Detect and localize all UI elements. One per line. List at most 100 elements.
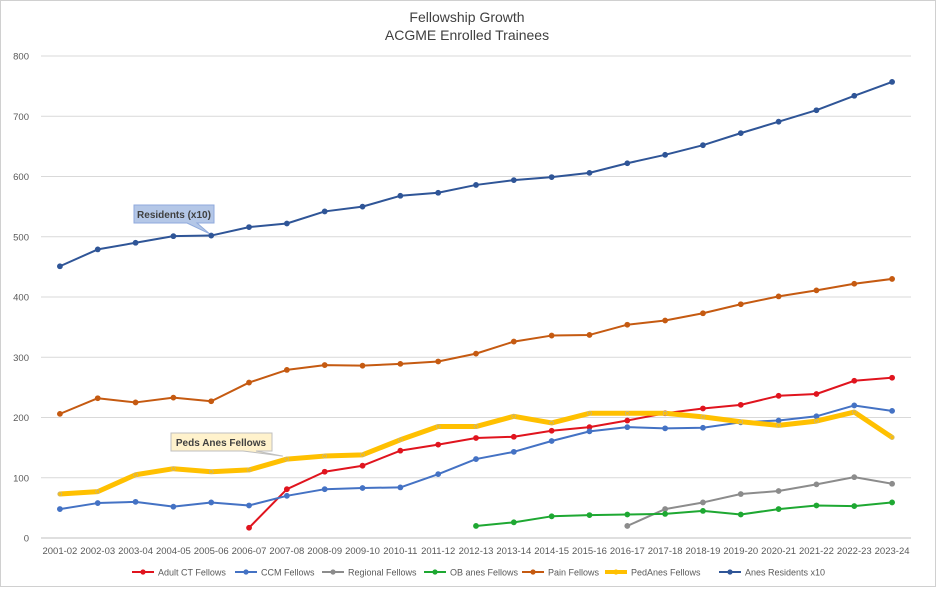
- legend-label: Adult CT Fellows: [158, 568, 226, 578]
- y-tick-label: 300: [13, 353, 29, 364]
- x-tick-label: 2022-23: [837, 546, 872, 557]
- data-point: [700, 310, 706, 317]
- data-point: [624, 321, 631, 328]
- data-point: [322, 453, 327, 459]
- legend-item[interactable]: Anes Residents x10: [719, 568, 825, 578]
- data-point: [889, 407, 895, 414]
- x-tick-label: 2013-14: [496, 546, 531, 557]
- data-point: [170, 394, 177, 401]
- data-point: [57, 263, 63, 270]
- data-point: [851, 92, 858, 99]
- legend-marker: [432, 569, 438, 575]
- series-line: [58, 80, 894, 268]
- data-point: [662, 151, 669, 158]
- data-point: [94, 500, 101, 506]
- legend-item[interactable]: Adult CT Fellows: [132, 568, 226, 578]
- legend-item[interactable]: CCM Fellows: [235, 568, 315, 578]
- callout-bubble: [133, 204, 215, 234]
- series-ob-anes-fellows: [473, 499, 895, 529]
- callout-peds: Peds Anes Fellows: [170, 432, 283, 457]
- x-axis: 2001-02 2002-03 2003-04 2004-05 2005-06 2006-…: [41, 537, 911, 557]
- data-point: [171, 466, 176, 472]
- data-point: [624, 523, 631, 529]
- chart-subtitle: ACGME Enrolled Trainees: [385, 27, 549, 43]
- data-point: [851, 409, 857, 415]
- data-point: [813, 502, 820, 509]
- data-point: [813, 391, 820, 397]
- data-point: [246, 502, 252, 509]
- x-tick-label: 2016-17: [610, 546, 645, 557]
- callout-label: Peds Anes Fellows: [176, 438, 267, 449]
- data-point: [246, 224, 252, 231]
- series-line: [248, 376, 894, 529]
- x-tick-label: 2003-04: [118, 546, 153, 557]
- data-point: [851, 503, 858, 509]
- data-point: [700, 405, 706, 412]
- data-point: [775, 293, 782, 300]
- series-pain-fellows: [57, 276, 895, 417]
- legend[interactable]: Adult CT Fellows CCM Fellows Regional Fell…: [132, 568, 825, 578]
- data-point: [662, 506, 669, 512]
- data-point: [510, 433, 517, 440]
- data-point: [586, 332, 593, 338]
- data-point: [813, 107, 820, 114]
- data-point: [737, 130, 744, 137]
- legend-item[interactable]: Pain Fellows: [522, 568, 600, 578]
- data-point: [814, 418, 819, 424]
- data-point: [133, 472, 138, 478]
- data-point: [208, 499, 215, 506]
- data-point: [473, 424, 479, 429]
- legend-item[interactable]: OB anes Fellows: [424, 568, 519, 578]
- data-point: [473, 435, 479, 441]
- data-point: [700, 424, 706, 431]
- y-tick-label: 400: [13, 293, 29, 304]
- data-point: [435, 471, 442, 478]
- x-tick-label: 2009-10: [345, 546, 380, 557]
- legend-item[interactable]: PedAnes Fellows: [605, 568, 701, 578]
- legend-label: PedAnes Fellows: [631, 568, 701, 578]
- data-point: [473, 350, 479, 357]
- legend-marker: [243, 569, 249, 575]
- data-point: [283, 486, 290, 493]
- legend-item[interactable]: Regional Fellows: [322, 568, 417, 578]
- data-point: [548, 438, 555, 444]
- data-point: [700, 507, 706, 514]
- data-point: [889, 79, 895, 85]
- data-point: [738, 419, 744, 425]
- data-point: [625, 410, 630, 416]
- data-point: [624, 160, 631, 167]
- data-point: [360, 452, 365, 458]
- y-tick-label: 600: [13, 172, 29, 183]
- data-point: [775, 417, 782, 424]
- legend-label: CCM Fellows: [261, 568, 315, 578]
- x-tick-label: 2015-16: [572, 546, 607, 557]
- data-point: [586, 512, 593, 519]
- data-point: [473, 182, 479, 188]
- callout-label: Residents (x10): [137, 210, 211, 221]
- data-point: [624, 417, 631, 424]
- data-point: [170, 503, 177, 510]
- data-point: [321, 468, 328, 475]
- data-point: [359, 462, 366, 469]
- series-line: [475, 501, 894, 527]
- data-point: [851, 280, 858, 287]
- data-point: [737, 511, 744, 518]
- legend-marker: [727, 569, 733, 575]
- y-tick-label: 500: [13, 232, 29, 243]
- series-pedanes-fellows: [57, 409, 895, 497]
- data-point: [737, 401, 744, 408]
- data-point: [586, 169, 593, 176]
- data-point: [700, 142, 706, 149]
- legend-marker: [140, 569, 146, 575]
- data-point: [851, 402, 858, 409]
- data-point: [548, 332, 555, 339]
- y-axis: 0 100 200 300 400 500 600 700 800: [13, 52, 29, 545]
- data-point: [321, 208, 328, 215]
- data-point: [587, 410, 592, 416]
- y-tick-label: 100: [13, 473, 29, 484]
- data-point: [359, 362, 366, 369]
- series-regional-fellows: [624, 474, 895, 529]
- legend-marker: [613, 569, 619, 575]
